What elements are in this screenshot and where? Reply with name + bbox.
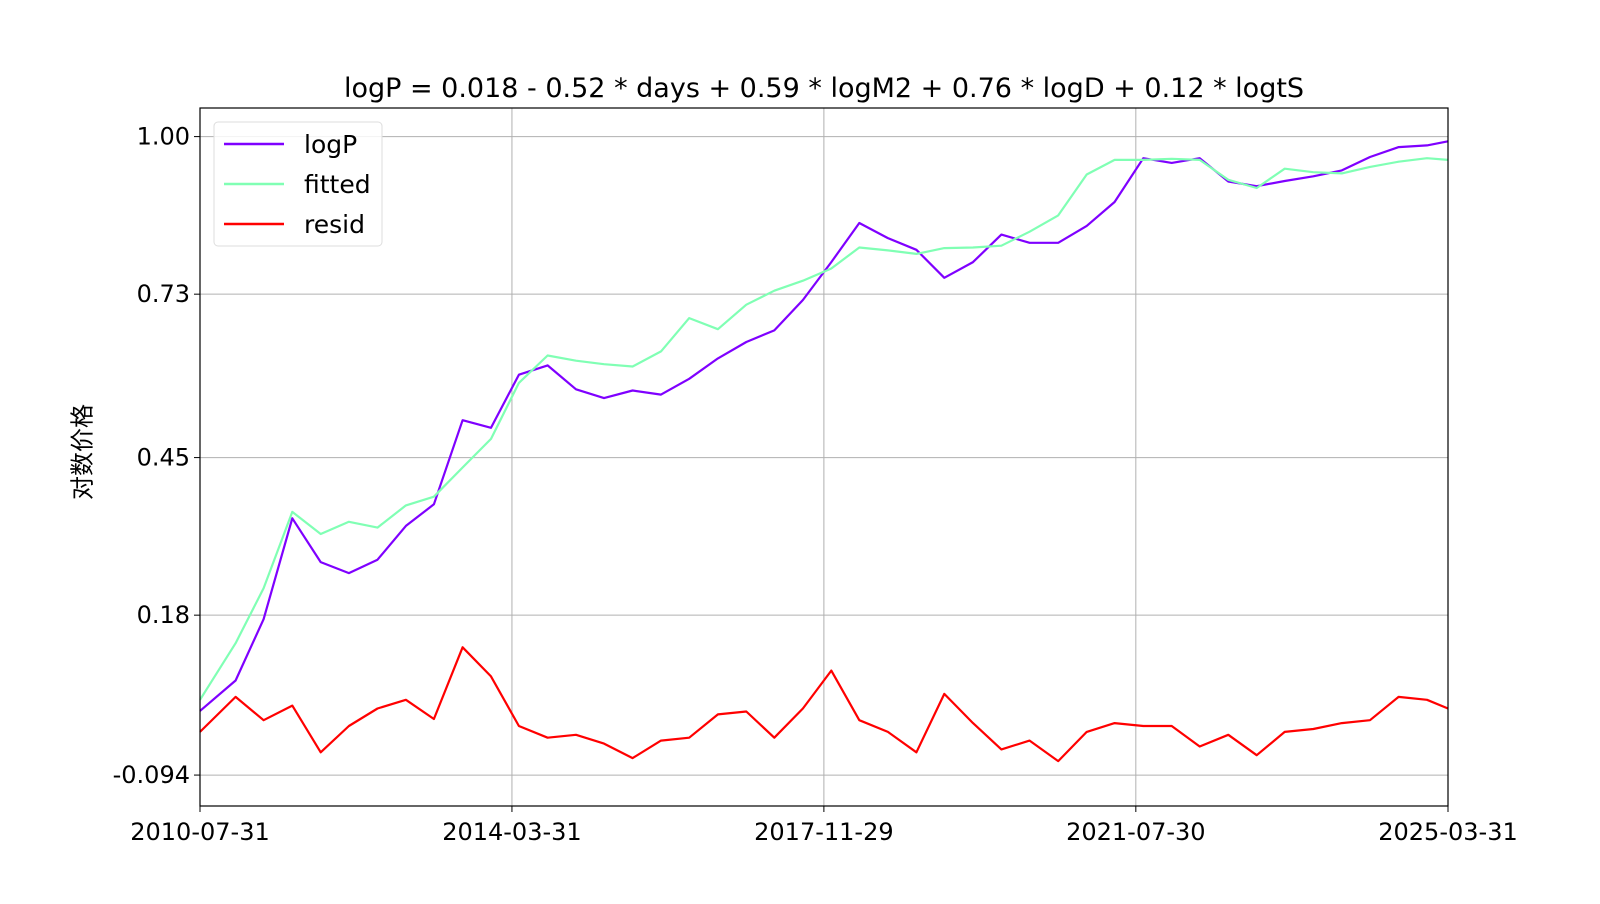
x-tick-label: 2010-07-31 [130,818,269,846]
x-tick-label: 2021-07-30 [1066,818,1205,846]
y-tick-label: 1.00 [137,123,190,151]
legend-label-logP: logP [304,130,357,159]
series-lines [199,140,1449,763]
y-axis-label: 对数价格 [68,404,97,500]
legend-box [213,121,383,247]
y-tick-label: 0.18 [137,601,190,629]
y-tick-label: 0.73 [137,280,190,308]
series-line-fitted [199,157,1449,701]
series-line-resid [199,646,1449,763]
grid-lines [199,108,1449,806]
legend: logP fitted resid [213,121,383,247]
x-tick-label: 2017-11-29 [754,818,893,846]
legend-label-fitted: fitted [304,170,371,199]
x-tick-label: 2025-03-31 [1378,818,1517,846]
y-tick-label: -0.094 [113,761,190,789]
x-tick-label: 2014-03-31 [442,818,581,846]
chart-title: logP = 0.018 - 0.52 * days + 0.59 * logM… [344,73,1304,104]
axis-ticks: 2010-07-31 2014-03-31 2017-11-29 2021-07-30… [113,123,1518,846]
y-tick-label: 0.45 [137,444,190,472]
legend-label-resid: resid [304,210,365,239]
